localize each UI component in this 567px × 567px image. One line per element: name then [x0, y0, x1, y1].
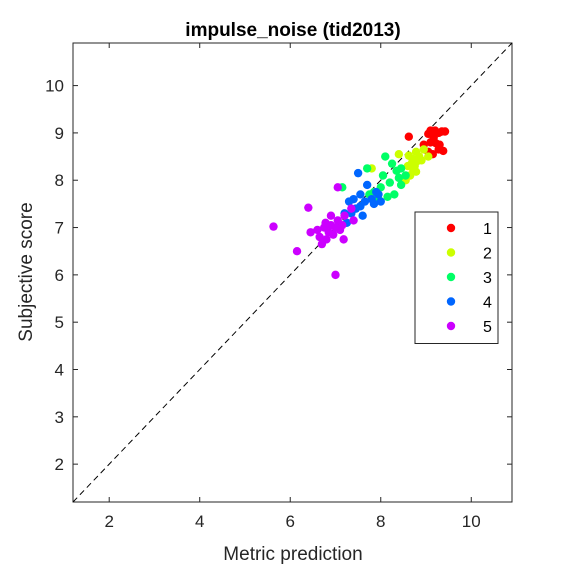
x-axis-label: Metric prediction — [223, 544, 362, 565]
identity-line — [72, 42, 513, 503]
legend-label: 2 — [483, 246, 492, 263]
data-point-series-1 — [440, 127, 450, 136]
data-point-series-5 — [331, 270, 340, 280]
reference-line — [72, 42, 513, 503]
x-tick-label: 6 — [286, 512, 295, 531]
y-tick-label: 6 — [55, 266, 64, 285]
data-point-series-5 — [339, 235, 348, 244]
y-tick-label: 4 — [55, 361, 64, 380]
data-point-series-4 — [358, 211, 367, 220]
data-point-series-1 — [404, 132, 414, 141]
data-point-series-5 — [333, 183, 342, 192]
data-point-series-5 — [304, 203, 313, 212]
data-point-series-3 — [401, 171, 410, 180]
legend-marker — [446, 223, 456, 233]
legend-label: 1 — [483, 221, 492, 238]
data-point-series-5 — [315, 232, 324, 242]
data-point-series-5 — [269, 222, 278, 231]
legend-label: 5 — [483, 319, 492, 336]
data-point-series-2 — [411, 167, 421, 176]
data-point-series-3 — [378, 171, 388, 180]
data-point-series-4 — [362, 180, 372, 190]
data-point-series-4 — [349, 194, 358, 204]
data-point-series-3 — [396, 164, 406, 173]
legend-marker — [446, 321, 456, 331]
x-tick-label: 8 — [376, 512, 385, 531]
data-point-series-3 — [381, 152, 390, 161]
legend: 1 2 3 4 5 — [414, 211, 499, 344]
data-point-series-2 — [419, 145, 428, 154]
data-point-series-3 — [383, 192, 392, 201]
data-point-series-4 — [374, 190, 383, 199]
y-tick-label: 7 — [55, 219, 64, 238]
data-point-series-2 — [417, 156, 426, 165]
legend-marker — [446, 297, 456, 306]
data-point-series-4 — [369, 199, 379, 209]
data-point-series-5 — [329, 230, 338, 239]
data-point-series-3 — [362, 164, 372, 173]
data-point-series-3 — [394, 173, 404, 183]
data-point-series-5 — [326, 211, 336, 220]
data-point-series-5 — [338, 220, 347, 230]
legend-label: 4 — [483, 295, 492, 312]
x-tick-label: 4 — [195, 512, 204, 531]
data-point-series-3 — [396, 180, 406, 190]
axis-ticks: 2 4 6 8 10 2 3 4 5 6 7 8 9 10 — [45, 43, 512, 531]
y-tick-label: 3 — [55, 408, 64, 427]
data-point-series-3 — [385, 178, 395, 187]
x-tick-label: 2 — [104, 512, 113, 531]
data-point-series-2 — [407, 159, 416, 168]
data-point-series-5 — [340, 211, 349, 220]
y-tick-label: 2 — [55, 455, 64, 474]
data-point-series-3 — [390, 190, 399, 199]
data-point-series-5 — [292, 247, 302, 256]
data-point-series-5 — [331, 223, 340, 232]
data-point-series-1 — [434, 145, 443, 154]
data-point-series-5 — [347, 204, 356, 213]
data-point-series-4 — [356, 202, 365, 211]
data-point-series-5 — [306, 228, 315, 237]
data-point-series-2 — [394, 150, 404, 159]
data-point-series-4 — [356, 190, 365, 199]
y-tick-label: 8 — [55, 171, 64, 190]
legend-marker — [446, 272, 456, 282]
data-point-series-4 — [376, 197, 385, 206]
data-point-series-5 — [317, 239, 327, 249]
y-tick-label: 5 — [55, 313, 64, 332]
legend-box — [414, 211, 499, 344]
chart-title: impulse_noise (tid2013) — [185, 20, 400, 41]
data-point-series-1 — [426, 138, 435, 147]
data-point-series-5 — [349, 216, 358, 225]
data-point-series-4 — [353, 168, 363, 178]
data-points — [269, 126, 450, 280]
data-point-series-5 — [313, 225, 322, 235]
x-tick-label: 10 — [462, 512, 481, 531]
data-point-series-5 — [321, 218, 330, 228]
y-tick-label: 10 — [45, 77, 64, 96]
legend-label: 3 — [483, 270, 492, 287]
y-axis-label: Subjective score — [16, 202, 37, 341]
data-point-series-3 — [387, 159, 397, 168]
data-point-series-2 — [424, 152, 433, 161]
legend-marker — [446, 248, 456, 257]
y-tick-label: 9 — [55, 124, 64, 143]
